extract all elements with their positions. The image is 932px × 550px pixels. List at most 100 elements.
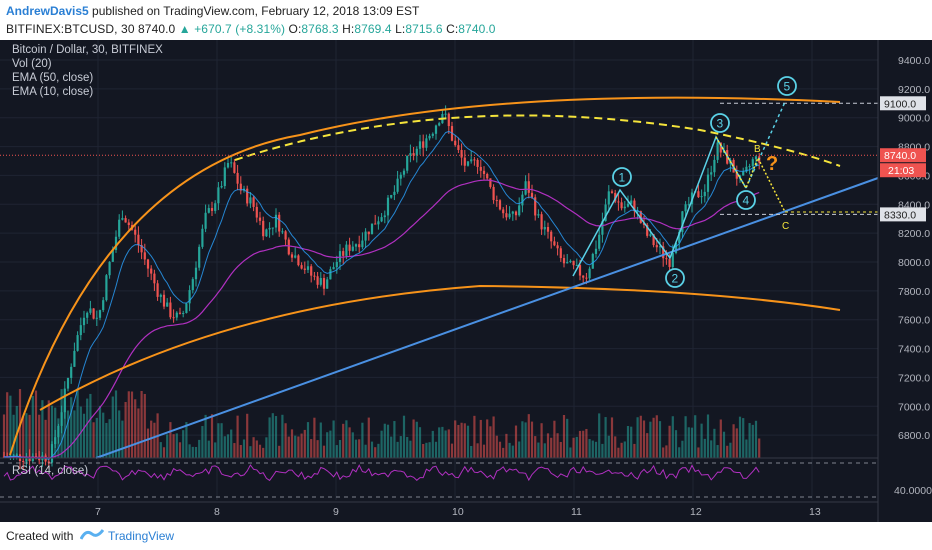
candle-body [582, 275, 585, 278]
volume-bar [82, 413, 86, 458]
volume-bar [41, 400, 44, 458]
volume-bar [364, 444, 367, 458]
candle-body [322, 278, 326, 289]
volume-bar [239, 444, 242, 458]
tradingview-link[interactable]: TradingView [108, 529, 175, 543]
candle-body [396, 178, 399, 192]
candle-body [15, 454, 18, 456]
volume-bar [726, 445, 729, 458]
candle-body [511, 211, 514, 214]
symbol-label: BITFINEX:BTCUSD, 30 [6, 22, 135, 36]
candle-body [169, 302, 172, 318]
volume-bar [588, 439, 591, 458]
volume-bar [294, 435, 297, 458]
legend-rsi[interactable]: RSI (14, close) [12, 465, 89, 477]
volume-bar [287, 436, 290, 458]
volume-bar [508, 442, 511, 458]
volume-bar [214, 442, 217, 458]
candle-body [54, 437, 57, 445]
candle-body [674, 242, 678, 253]
candle-body [156, 283, 159, 297]
volume-bar [678, 447, 681, 458]
legend-ema10[interactable]: EMA (10, close) [12, 86, 94, 98]
inner-arc [39, 284, 841, 411]
chart-header: AndrewDavis5 published on TradingView.co… [0, 0, 932, 40]
volume-bar [585, 428, 588, 458]
wave-5-label: 5 [784, 80, 791, 94]
author-link[interactable]: AndrewDavis5 [6, 4, 89, 18]
volume-bar [658, 421, 662, 458]
candle-body [28, 457, 31, 462]
price-label-box [880, 148, 926, 163]
legend-volume[interactable]: Vol (20) [12, 58, 52, 70]
tradingview-logo-icon[interactable] [80, 527, 104, 543]
volume-bar [518, 441, 521, 458]
volume-bar [463, 423, 466, 458]
price-label-text: 9100.0 [884, 98, 916, 110]
candle-body [287, 239, 290, 255]
candle-body [610, 191, 614, 193]
volume-bar [377, 443, 380, 458]
candle-body [562, 258, 566, 264]
low-value: 8715.6 [405, 22, 443, 36]
volume-bar [546, 433, 550, 458]
candle-body [614, 192, 617, 202]
volume-bar [76, 388, 79, 458]
volume-bar [89, 393, 92, 458]
volume-bar [486, 419, 489, 458]
x-tick-label: 13 [809, 506, 821, 518]
candle-body [153, 273, 156, 284]
candle-body [665, 258, 668, 260]
candle-body [297, 255, 300, 266]
volume-bar [633, 443, 636, 458]
volume-bar [217, 423, 220, 458]
volume-bar [348, 427, 351, 458]
volume-bar [281, 414, 284, 458]
candle-body [310, 266, 313, 276]
volume-bar [591, 440, 594, 458]
legend-ema50[interactable]: EMA (50, close) [12, 72, 94, 84]
candle-body [194, 267, 198, 280]
volume-bar [198, 439, 201, 458]
candle-body [380, 217, 383, 222]
candle-body [134, 229, 137, 235]
volume-bar [367, 417, 370, 458]
wave-3-label: 3 [717, 117, 724, 131]
volume-bar [540, 423, 543, 458]
price-candles [2, 105, 761, 470]
volume-bar [44, 419, 47, 458]
candle-body [92, 308, 95, 319]
candle-body [354, 244, 358, 247]
close-value: 8740.0 [458, 22, 496, 36]
candle-body [466, 161, 470, 166]
volume-bar [169, 422, 172, 458]
candle-body [623, 206, 626, 209]
volume-bar [50, 405, 54, 458]
candle-body [489, 178, 492, 187]
candle-body [482, 170, 486, 174]
candle-body [159, 294, 162, 297]
volume-bar [572, 437, 575, 458]
volume-bar [92, 422, 95, 458]
legend-title[interactable]: Bitcoin / Dollar, 30, BITFINEX [12, 44, 163, 56]
volume-bar [118, 410, 121, 458]
candle-body [166, 302, 169, 307]
volume-bar [393, 421, 396, 458]
y-tick-label: 6800.0 [898, 430, 930, 442]
candle-body [492, 186, 495, 201]
volume-bar [226, 434, 230, 458]
volume-bar [73, 410, 76, 458]
volume-bar [121, 420, 124, 458]
volume-bar [511, 445, 514, 458]
volume-bar [594, 441, 598, 458]
candle-body [706, 174, 710, 192]
volume-bar [6, 392, 9, 458]
countdown-box [880, 163, 926, 178]
candle-body [300, 265, 303, 269]
wave-2-circle [665, 268, 685, 288]
volume-bar [258, 444, 262, 458]
volume-bar [495, 435, 498, 458]
candle-body [457, 145, 460, 150]
